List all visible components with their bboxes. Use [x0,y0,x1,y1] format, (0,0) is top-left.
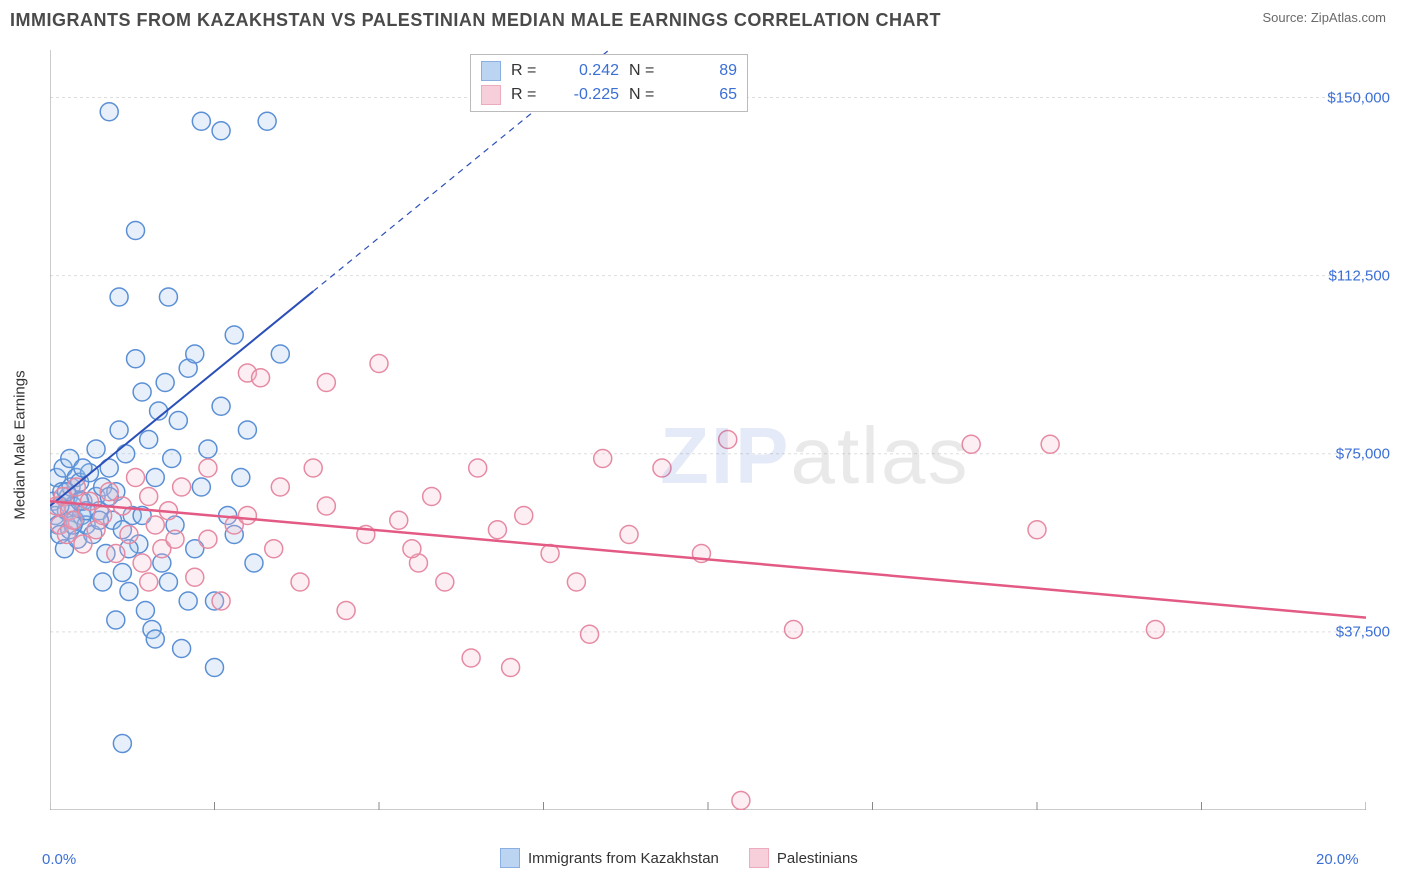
n-value-kazakhstan: 89 [673,62,737,80]
r-value-palestinians: -0.225 [555,86,619,104]
series-legend: Immigrants from Kazakhstan Palestinians [500,848,858,868]
r-value-kazakhstan: 0.242 [555,62,619,80]
legend-item-palestinians: Palestinians [749,848,858,868]
legend-item-kazakhstan: Immigrants from Kazakhstan [500,848,719,868]
y-tick-label: $112,500 [1329,267,1390,284]
stats-row-palestinians: R = -0.225 N = 65 [481,83,737,107]
legend-label-kazakhstan: Immigrants from Kazakhstan [528,850,719,867]
legend-label-palestinians: Palestinians [777,850,858,867]
swatch-palestinians [481,85,501,105]
y-tick-label: $37,500 [1336,623,1390,640]
n-label: N = [629,62,663,80]
chart-source: Source: ZipAtlas.com [1262,10,1386,25]
stats-row-kazakhstan: R = 0.242 N = 89 [481,59,737,83]
n-value-palestinians: 65 [673,86,737,104]
y-tick-label: $75,000 [1336,445,1390,462]
scatter-plot [50,50,1366,810]
r-label: R = [511,86,545,104]
swatch-palestinians [749,848,769,868]
stats-legend: R = 0.242 N = 89 R = -0.225 N = 65 [470,54,748,112]
x-tick-label: 0.0% [42,851,76,868]
n-label: N = [629,86,663,104]
chart-title: IMMIGRANTS FROM KAZAKHSTAN VS PALESTINIA… [10,10,941,31]
swatch-kazakhstan [481,61,501,81]
x-tick-label: 20.0% [1316,851,1359,868]
y-axis-label: Median Male Earnings [12,370,29,519]
swatch-kazakhstan [500,848,520,868]
chart-area: Median Male Earnings R = 0.242 N = 89 R … [50,50,1390,840]
y-tick-label: $150,000 [1327,89,1390,106]
r-label: R = [511,62,545,80]
chart-header: IMMIGRANTS FROM KAZAKHSTAN VS PALESTINIA… [0,0,1406,36]
